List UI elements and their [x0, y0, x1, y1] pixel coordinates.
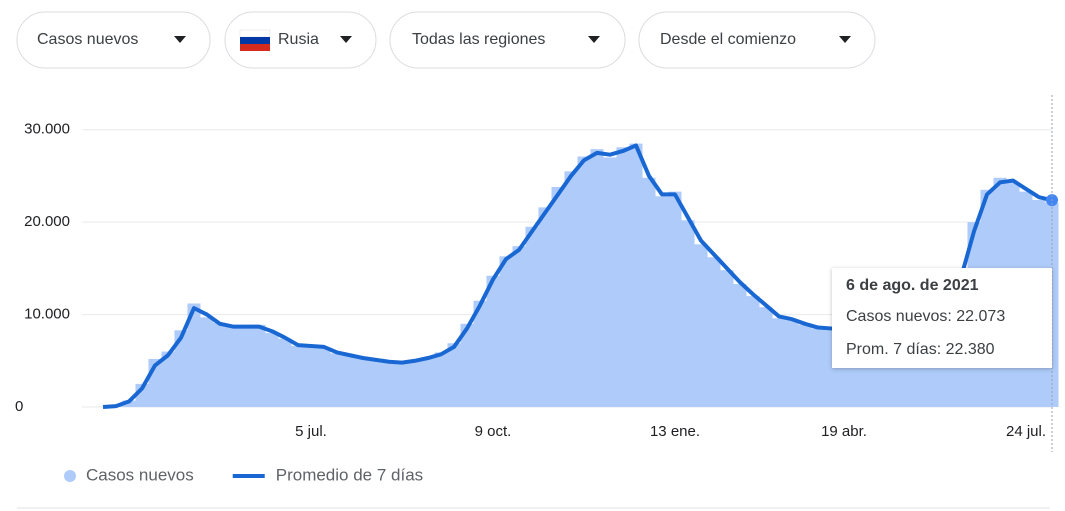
bar: [538, 207, 552, 407]
tooltip-line: Casos nuevos: 22.073: [846, 308, 1005, 325]
bar: [304, 345, 318, 407]
bar: [603, 157, 617, 407]
bar: [226, 325, 240, 407]
bar: [694, 244, 708, 407]
bar: [629, 143, 643, 407]
bar: [213, 322, 227, 407]
bar: [395, 362, 409, 407]
bar: [460, 323, 474, 407]
legend-label: Casos nuevos: [86, 465, 194, 484]
x-tick-label: 9 oct.: [475, 423, 512, 440]
bar: [343, 355, 357, 407]
bar: [278, 338, 292, 407]
bar: [187, 303, 201, 407]
filter-button[interactable]: Casos nuevos: [16, 11, 211, 69]
legend: Casos nuevos Promedio de 7 días: [64, 465, 423, 484]
bar: [785, 320, 799, 407]
legend-label: Promedio de 7 días: [276, 465, 423, 484]
bar: [408, 359, 422, 407]
bar: [733, 284, 747, 407]
filter-label[interactable]: Desde el comienzo: [660, 31, 796, 48]
filter-button[interactable]: Desde el comienzo: [638, 11, 876, 69]
bar: [525, 226, 539, 407]
bar: [512, 246, 526, 407]
filter-label[interactable]: Casos nuevos: [37, 31, 138, 48]
bar: [616, 147, 630, 407]
bar: [564, 171, 578, 407]
bar: [200, 317, 214, 407]
bar: [746, 296, 760, 407]
bar: [655, 196, 669, 407]
bar: [174, 330, 188, 407]
y-tick-label: 10.000: [24, 306, 70, 323]
x-tick-label: 13 ene.: [650, 423, 700, 440]
bar: [434, 352, 448, 407]
tooltip-title: 6 de ago. de 2021: [846, 277, 979, 294]
bar: [681, 220, 695, 407]
y-tick-label: 20.000: [24, 213, 70, 230]
bar: [759, 307, 773, 407]
bar: [369, 359, 383, 407]
tooltip-line: Prom. 7 días: 22.380: [846, 341, 995, 358]
filter-button[interactable]: Rusia: [224, 11, 377, 69]
bar: [590, 149, 604, 408]
bar: [161, 351, 175, 407]
x-tick-label: 19 abr.: [821, 423, 867, 440]
bar: [330, 353, 344, 407]
bar: [772, 318, 786, 407]
bar: [356, 358, 370, 407]
tooltip-box: [832, 268, 1052, 368]
bar: [265, 333, 279, 407]
x-tick-label: 24 jul.: [1006, 423, 1046, 440]
y-tick-label: 0: [15, 398, 23, 415]
bar: [252, 324, 266, 407]
flag-icon: [239, 29, 271, 51]
bar: [551, 187, 565, 407]
legend-marker: [64, 470, 76, 482]
y-tick-label: 30.000: [24, 121, 70, 138]
bar: [473, 300, 487, 407]
bar: [122, 400, 136, 407]
bar: [291, 346, 305, 407]
bar: [798, 324, 812, 407]
bar: [811, 328, 825, 407]
bar: [239, 327, 253, 407]
bar: [668, 191, 682, 407]
bar: [499, 256, 513, 407]
bar: [720, 270, 734, 407]
bar: [317, 347, 331, 407]
bar: [421, 357, 435, 407]
bar: [642, 177, 656, 407]
filter-label[interactable]: Rusia: [278, 31, 319, 48]
bar: [707, 257, 721, 407]
x-tick-label: 5 jul.: [295, 423, 327, 440]
bar: [382, 361, 396, 407]
filter-label[interactable]: Todas las regiones: [412, 31, 545, 48]
filter-button[interactable]: Todas las regiones: [389, 11, 626, 69]
bar: [447, 343, 461, 407]
bar: [486, 275, 500, 407]
tooltip: 6 de ago. de 2021 Casos nuevos: 22.073 P…: [832, 268, 1052, 368]
bar: [577, 156, 591, 407]
